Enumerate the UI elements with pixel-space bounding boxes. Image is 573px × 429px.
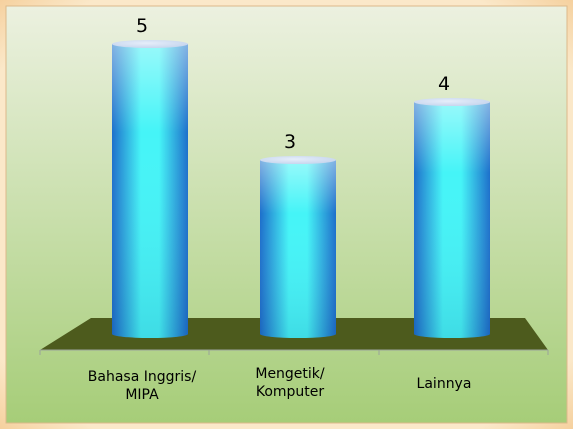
bar-shading [260, 160, 336, 338]
bar [414, 98, 490, 338]
data-label: 3 [284, 131, 296, 153]
bar-shading [112, 44, 188, 338]
data-label: 4 [438, 73, 450, 95]
bar-top-cap [414, 98, 490, 106]
category-label: Bahasa Inggris/MIPA [88, 369, 197, 403]
data-labels: 5 3 4 [136, 15, 450, 153]
data-label: 5 [136, 15, 148, 37]
bar-top-cap [112, 40, 188, 48]
bar-series [112, 40, 490, 338]
bar-top-cap [260, 156, 336, 164]
bar [112, 40, 188, 338]
bar [260, 156, 336, 338]
category-label: Mengetik/Komputer [255, 366, 325, 400]
x-axis-labels: Bahasa Inggris/MIPA Mengetik/Komputer Lain… [88, 366, 472, 403]
category-label: Lainnya [417, 376, 472, 392]
bar-shading [414, 102, 490, 338]
